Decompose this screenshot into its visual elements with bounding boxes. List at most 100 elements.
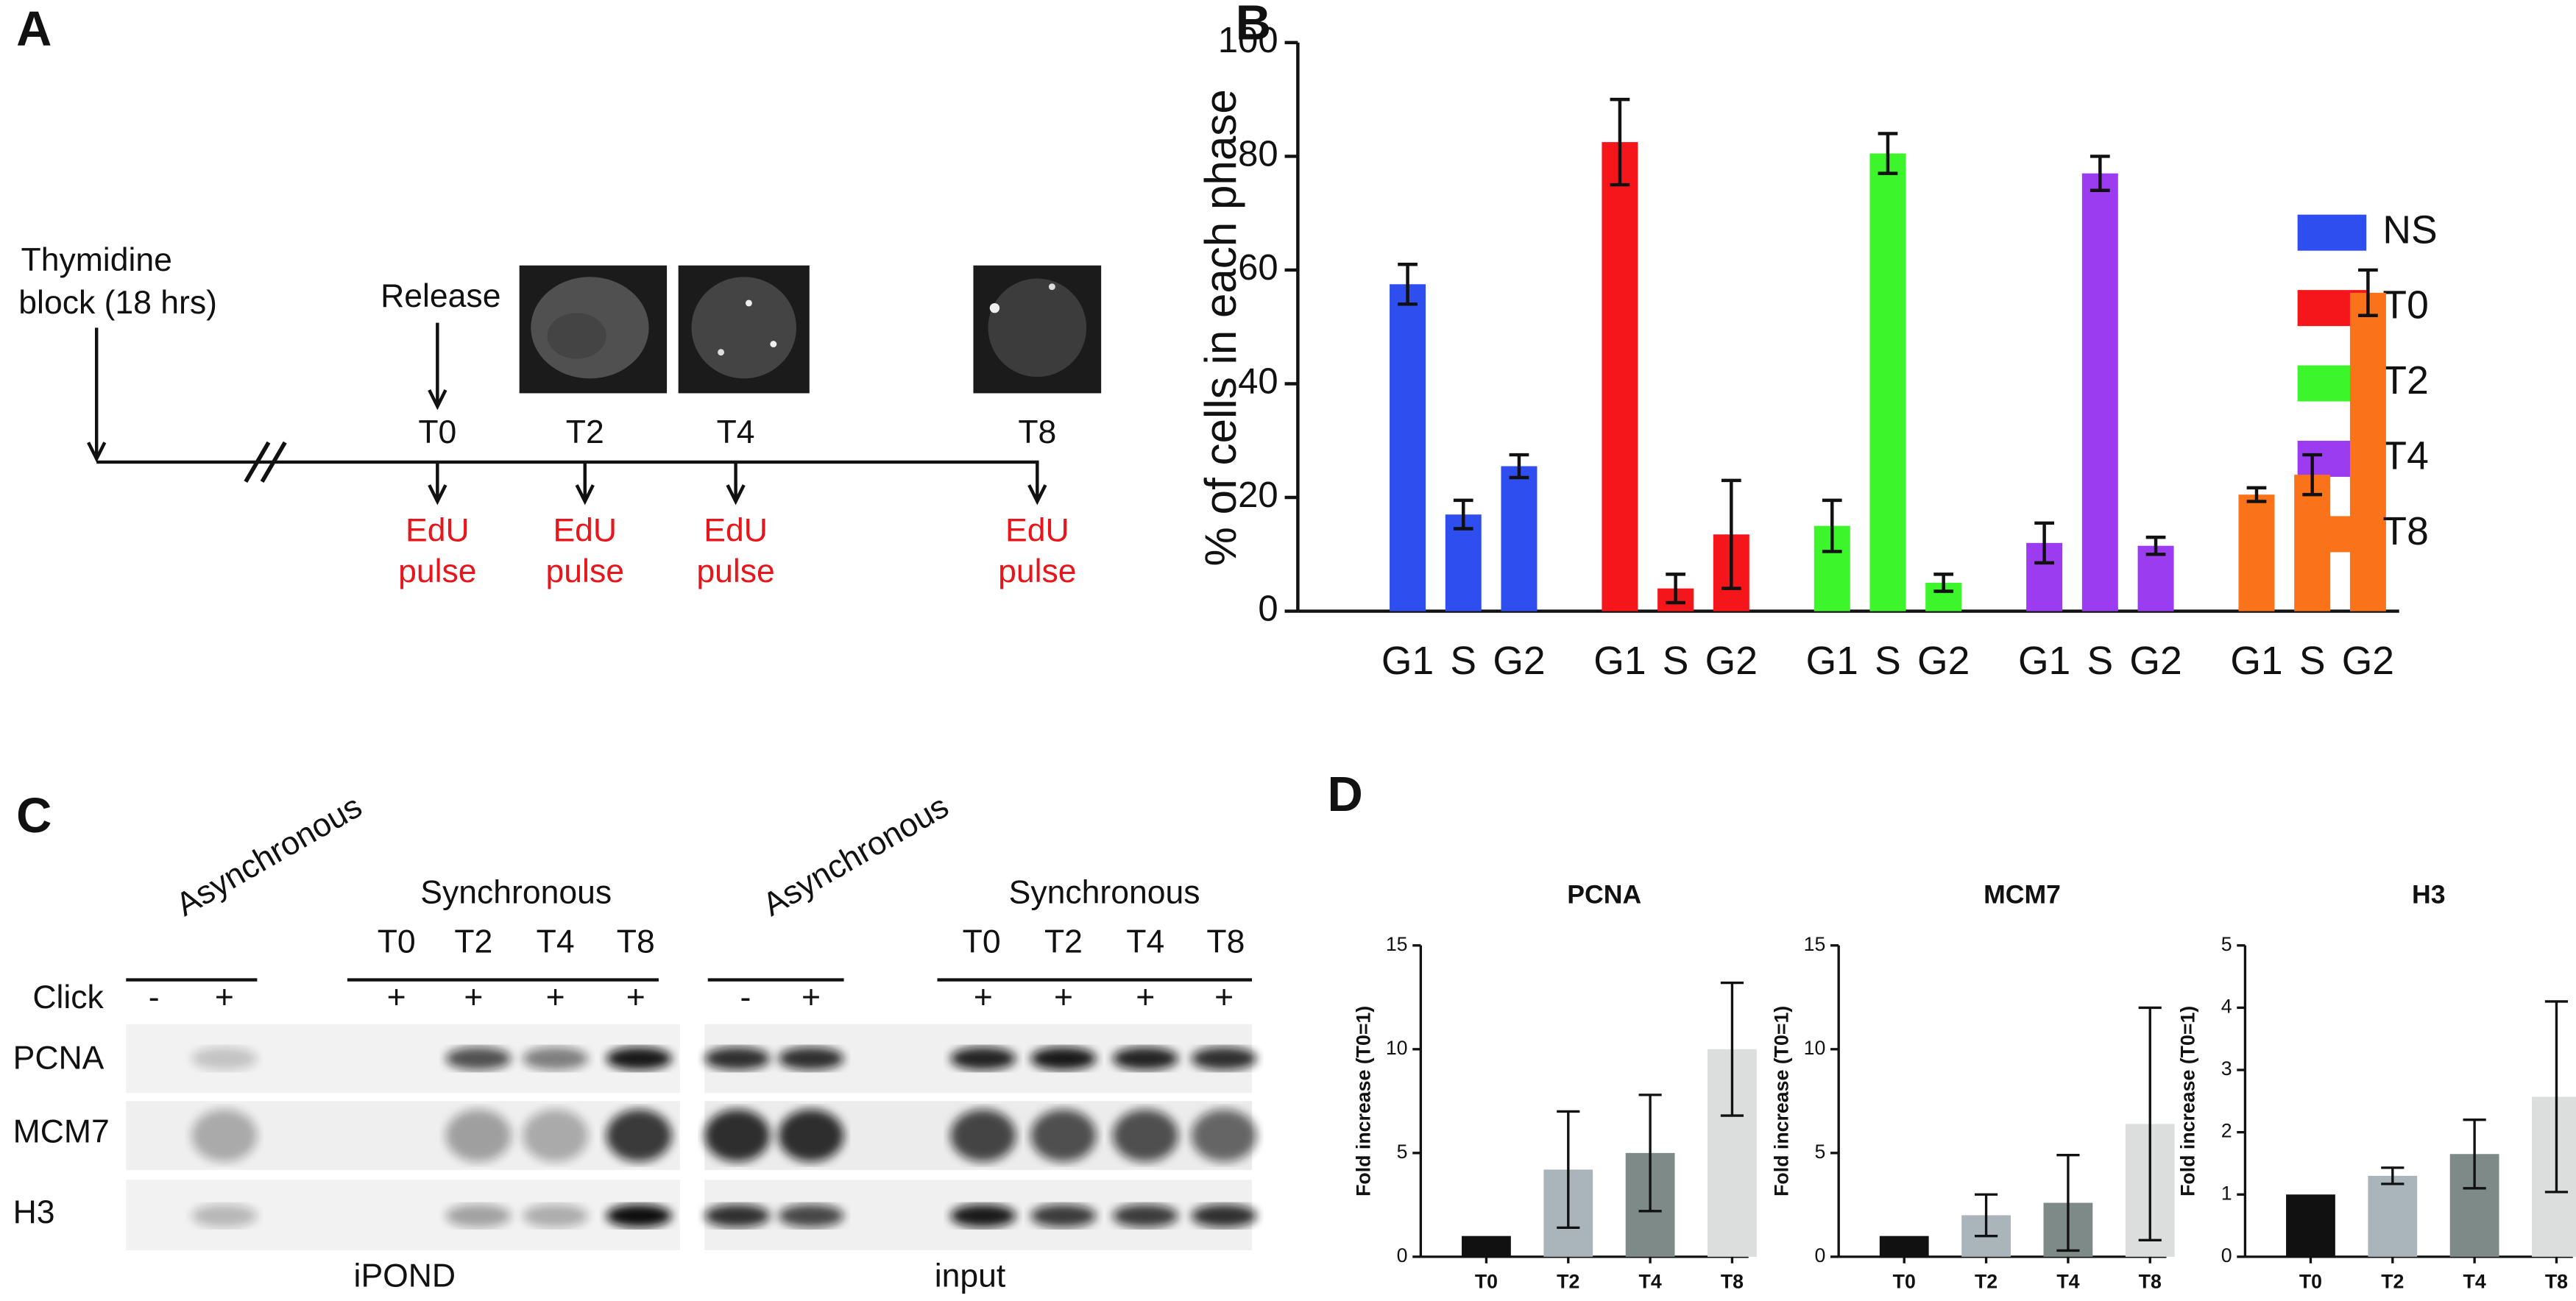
click-sign: + bbox=[464, 979, 483, 1015]
error-bar bbox=[1933, 572, 1954, 593]
error-bar bbox=[1610, 97, 1630, 187]
band bbox=[1191, 1109, 1257, 1162]
y-tick-label: 5 bbox=[2221, 933, 2232, 955]
band bbox=[606, 1204, 672, 1227]
group-label: Synchronous bbox=[1009, 875, 1200, 911]
error-bar bbox=[2090, 155, 2110, 193]
band bbox=[950, 1109, 1016, 1162]
group-label: Asynchronous bbox=[757, 788, 955, 923]
y-tick-label: 15 bbox=[1804, 933, 1826, 955]
band bbox=[704, 1204, 771, 1227]
y-tick-label: 0 bbox=[2221, 1244, 2232, 1266]
y-axis-label: Fold increase (T0=1) bbox=[1353, 1006, 1375, 1197]
panel-label: B bbox=[1236, 0, 1271, 50]
x-tick-label: G2 bbox=[2129, 639, 2182, 683]
bar bbox=[2081, 173, 2118, 611]
x-tick-label: T0 bbox=[2299, 1271, 2322, 1293]
pulse-label: EdU bbox=[553, 512, 617, 548]
panel-label: D bbox=[1327, 768, 1362, 822]
timeline bbox=[87, 322, 1047, 506]
pulse-label: pulse bbox=[546, 553, 624, 589]
blot-caption: iPOND bbox=[354, 1258, 456, 1294]
timepoint-label: T4 bbox=[1126, 924, 1164, 960]
group-label: Synchronous bbox=[420, 875, 612, 911]
y-axis-label: Fold increase (T0=1) bbox=[1771, 1006, 1793, 1197]
y-tick-label: 20 bbox=[1238, 475, 1278, 515]
y-tick-label: 100 bbox=[1218, 21, 1278, 60]
band bbox=[191, 1046, 258, 1071]
y-tick-label: 3 bbox=[2221, 1057, 2232, 1080]
band bbox=[778, 1109, 844, 1162]
timepoint-label: T0 bbox=[418, 414, 456, 450]
error-bar bbox=[1638, 1093, 1662, 1213]
band bbox=[445, 1046, 512, 1071]
group-label: Asynchronous bbox=[170, 788, 368, 923]
y-tick-label: 40 bbox=[1238, 361, 1278, 401]
x-tick-label: G2 bbox=[1917, 639, 1970, 683]
x-tick-label: G1 bbox=[1593, 639, 1646, 683]
chart-title: PCNA bbox=[1567, 879, 1641, 909]
band bbox=[950, 1204, 1016, 1227]
x-tick-label: G2 bbox=[1493, 639, 1545, 683]
x-tick-label: T2 bbox=[1557, 1271, 1579, 1293]
band bbox=[523, 1109, 589, 1162]
protein-label: H3 bbox=[13, 1194, 55, 1230]
x-tick-label: S bbox=[1450, 639, 1476, 683]
x-tick-label: G2 bbox=[1705, 639, 1758, 683]
bar bbox=[1445, 514, 1482, 611]
x-tick-label: G2 bbox=[2342, 639, 2394, 683]
y-tick-label: 4 bbox=[2221, 995, 2232, 1017]
y-tick-label: 0 bbox=[1814, 1244, 1825, 1266]
timepoint-label: T4 bbox=[717, 414, 755, 450]
bar bbox=[1602, 142, 1638, 611]
timepoint-label: T2 bbox=[454, 924, 492, 960]
y-tick-label: 5 bbox=[1814, 1141, 1825, 1163]
y-tick-label: 60 bbox=[1238, 248, 1278, 288]
gels bbox=[126, 1024, 1257, 1250]
pulse-label: EdU bbox=[1005, 512, 1069, 548]
band bbox=[778, 1046, 844, 1071]
click-sign: + bbox=[387, 979, 406, 1015]
bar bbox=[2532, 1096, 2576, 1257]
timepoint-label: T0 bbox=[378, 924, 416, 960]
bar bbox=[2368, 1175, 2418, 1257]
error-bar bbox=[2246, 486, 2267, 503]
pulse-label: pulse bbox=[998, 553, 1076, 589]
protein-label: PCNA bbox=[13, 1040, 105, 1076]
band bbox=[778, 1204, 844, 1227]
block-label: block (18 hrs) bbox=[18, 285, 217, 321]
band bbox=[445, 1204, 512, 1227]
click-sign: + bbox=[1136, 979, 1155, 1015]
x-tick-label: G1 bbox=[1806, 639, 1858, 683]
bar bbox=[1869, 153, 1906, 611]
band bbox=[950, 1046, 1016, 1071]
band bbox=[1112, 1046, 1178, 1071]
error-bar bbox=[2034, 521, 2054, 565]
click-sign: + bbox=[1214, 979, 1234, 1015]
panel-label: C bbox=[16, 789, 52, 843]
legend-swatch bbox=[2297, 214, 2367, 251]
legend-label: T2 bbox=[2382, 359, 2428, 403]
pulse-label: pulse bbox=[398, 553, 476, 589]
bar bbox=[1879, 1236, 1929, 1257]
y-tick-label: 10 bbox=[1386, 1037, 1408, 1059]
bar bbox=[2238, 494, 2275, 611]
x-tick-label: G1 bbox=[2018, 639, 2070, 683]
timepoint-label: T2 bbox=[566, 414, 604, 450]
click-sign: - bbox=[149, 979, 160, 1015]
x-tick-label: S bbox=[2087, 639, 2114, 683]
y-axis-label: Fold increase (T0=1) bbox=[2177, 1006, 2199, 1197]
x-tick-label: G1 bbox=[2230, 639, 2282, 683]
x-tick-label: T0 bbox=[1893, 1271, 1916, 1293]
x-tick-label: T2 bbox=[1975, 1271, 1998, 1293]
error-bar bbox=[1974, 1193, 1998, 1238]
error-bar bbox=[1453, 498, 1473, 531]
band bbox=[1191, 1204, 1257, 1227]
timepoint-label: T2 bbox=[1044, 924, 1083, 960]
band bbox=[704, 1109, 771, 1162]
y-axis-label: % of cells in each phase bbox=[1196, 89, 1245, 566]
error-bar bbox=[2463, 1119, 2486, 1190]
timepoint-label: T4 bbox=[537, 924, 575, 960]
blot-caption: input bbox=[935, 1258, 1006, 1294]
